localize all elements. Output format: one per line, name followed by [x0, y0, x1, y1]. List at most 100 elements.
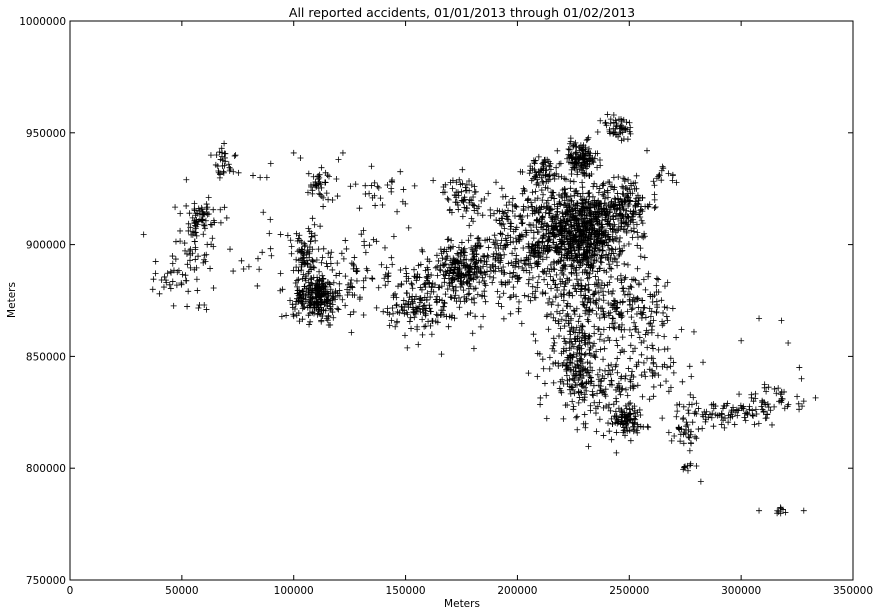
data-point [347, 311, 354, 318]
data-point [630, 225, 637, 232]
data-point [632, 277, 639, 284]
data-point [580, 366, 587, 373]
data-point [558, 232, 565, 239]
data-point [317, 301, 324, 308]
data-point [638, 217, 645, 224]
data-point [532, 247, 539, 254]
data-point [360, 311, 367, 318]
data-point [182, 272, 189, 279]
data-point [491, 232, 498, 239]
data-point [575, 388, 582, 395]
data-point [553, 271, 560, 278]
data-point [562, 402, 569, 409]
data-point [644, 344, 651, 351]
data-point [321, 283, 328, 290]
data-point [552, 213, 559, 220]
data-point [680, 431, 687, 438]
data-point [444, 195, 451, 202]
data-point [351, 254, 358, 261]
data-point [434, 272, 441, 279]
data-point [342, 302, 349, 309]
data-point [796, 406, 803, 413]
data-point [492, 255, 499, 262]
data-point [390, 310, 397, 317]
data-point [585, 145, 592, 152]
data-point [204, 211, 211, 218]
data-point [384, 305, 391, 312]
data-point [634, 382, 641, 389]
data-point [512, 235, 519, 242]
data-point [669, 171, 676, 178]
data-point [579, 223, 586, 230]
data-point [614, 275, 621, 282]
data-point [523, 254, 530, 261]
data-point [193, 276, 200, 283]
data-point [395, 283, 402, 290]
data-point [573, 305, 580, 312]
data-point [433, 299, 440, 306]
data-point [725, 419, 732, 426]
data-point [542, 209, 549, 216]
data-point [424, 290, 431, 297]
data-point [507, 310, 514, 317]
data-point [427, 294, 434, 301]
data-point [664, 364, 671, 371]
data-point [311, 221, 318, 228]
data-point [568, 338, 575, 345]
data-point [655, 289, 662, 296]
data-point [569, 398, 576, 405]
data-point [582, 337, 589, 344]
data-point [503, 202, 510, 209]
data-point [703, 408, 710, 415]
y-tick-label: 950000 [26, 128, 66, 140]
data-point [576, 327, 583, 334]
data-point [620, 214, 627, 221]
data-point [427, 308, 434, 315]
data-point [521, 292, 528, 299]
data-point [650, 393, 657, 400]
data-point [436, 266, 443, 273]
data-point [472, 313, 479, 320]
data-point [293, 295, 300, 302]
data-point [560, 257, 567, 264]
data-point [765, 384, 772, 391]
data-point [519, 219, 526, 226]
data-point [322, 169, 329, 176]
data-point [399, 306, 406, 313]
data-point [619, 247, 626, 254]
data-point [667, 384, 674, 391]
data-point [187, 257, 194, 264]
data-point [599, 240, 606, 247]
data-point [549, 345, 556, 352]
data-point [500, 263, 507, 270]
data-point [471, 183, 478, 190]
data-point [539, 160, 546, 167]
data-point [538, 187, 545, 194]
data-point [362, 249, 369, 256]
data-point [498, 185, 505, 192]
data-point [568, 224, 575, 231]
data-point [608, 381, 615, 388]
data-point [634, 409, 641, 416]
data-point [479, 212, 486, 219]
data-point [508, 223, 515, 230]
data-point [449, 270, 456, 277]
data-point [587, 374, 594, 381]
data-point [581, 256, 588, 263]
data-point [506, 294, 513, 301]
data-point [624, 223, 631, 230]
data-point [323, 260, 330, 267]
data-point [777, 504, 784, 511]
data-point [307, 238, 314, 245]
data-point [316, 190, 323, 197]
data-point [586, 207, 593, 214]
data-point [590, 392, 597, 399]
data-point [647, 291, 654, 298]
data-point [618, 125, 625, 132]
data-point [547, 166, 554, 173]
data-point [152, 258, 159, 265]
data-point [462, 184, 469, 191]
data-point [700, 413, 707, 420]
data-point [473, 274, 480, 281]
data-point [489, 262, 496, 269]
